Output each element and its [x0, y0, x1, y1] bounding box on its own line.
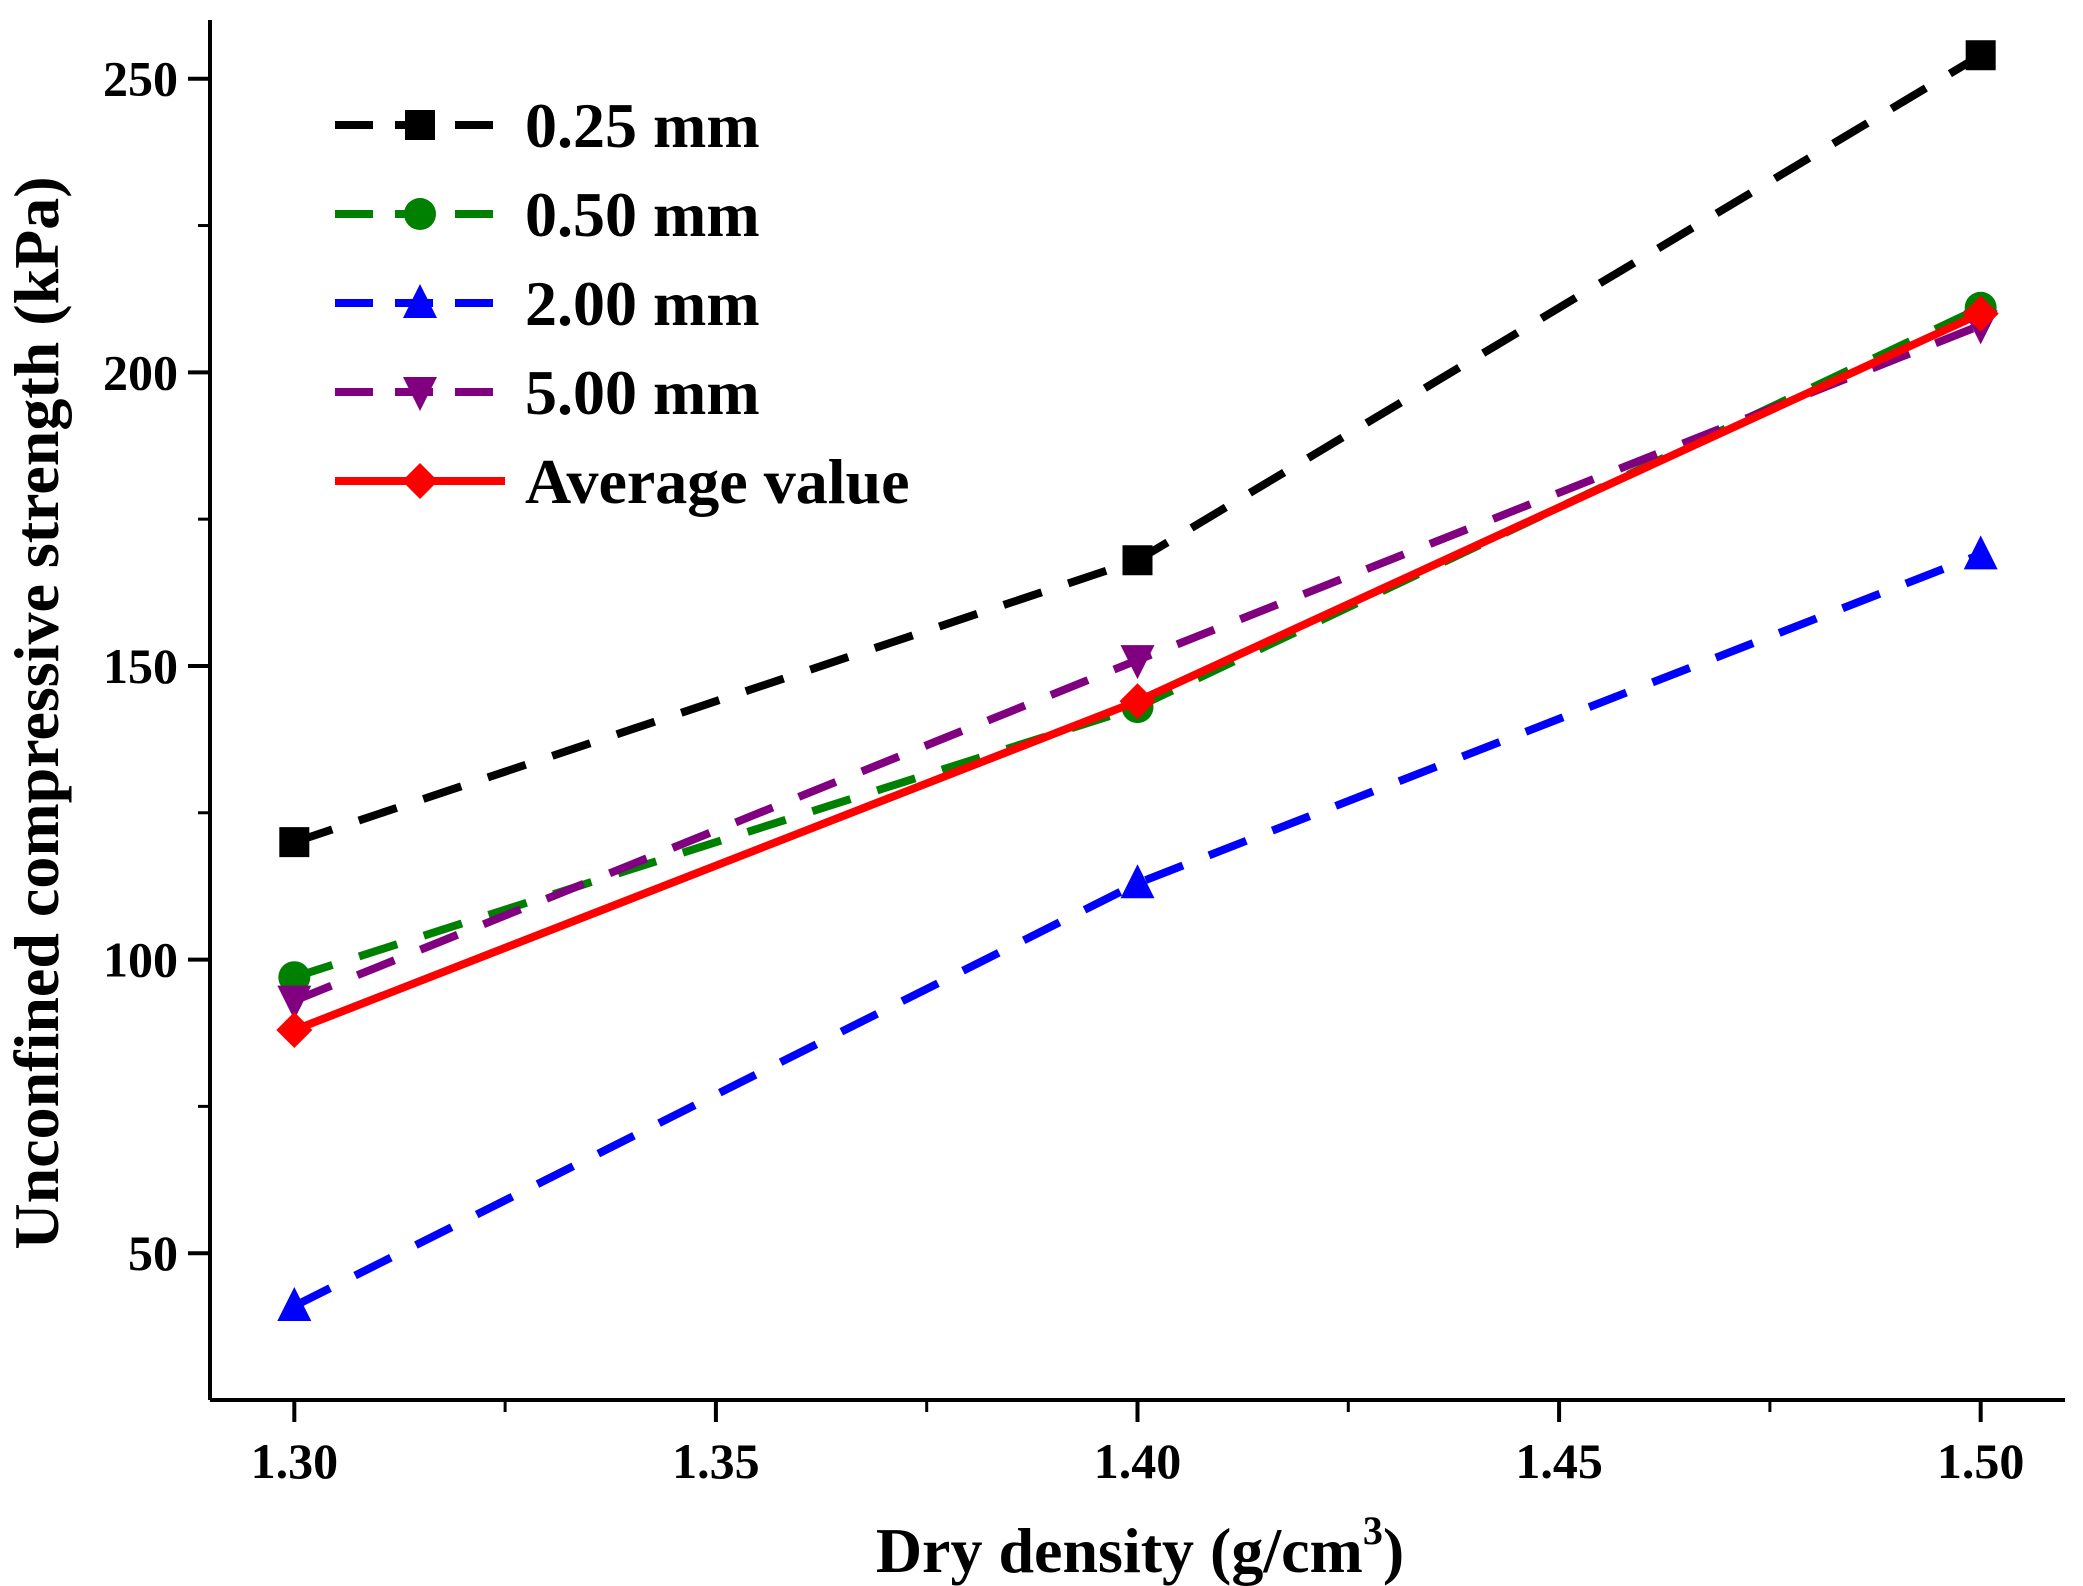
x-axis-title: Dry density (g/cm3)	[876, 1508, 1404, 1586]
x-axis-title-text: Dry density (g/cm	[876, 1515, 1363, 1586]
legend-label: Average value	[525, 446, 909, 517]
x-tick-label: 1.35	[672, 1433, 760, 1489]
data-point	[277, 1287, 312, 1322]
data-point	[278, 961, 311, 994]
legend-item: 2.00 mm	[335, 268, 760, 339]
legend-item: Average value	[335, 446, 909, 517]
y-tick-label: 250	[103, 51, 178, 107]
series-2	[277, 535, 1998, 1322]
legend-label: 0.50 mm	[525, 179, 760, 250]
data-point	[1963, 535, 1998, 570]
legend-marker	[403, 284, 437, 318]
legend-marker	[403, 377, 437, 411]
x-tick-label: 1.50	[1937, 1433, 2025, 1489]
y-tick-label: 100	[103, 932, 178, 988]
x-tick-label: 1.30	[251, 1433, 339, 1489]
legend-item: 0.25 mm	[335, 90, 760, 161]
legend-item: 0.50 mm	[335, 179, 760, 250]
legend-item: 5.00 mm	[335, 357, 760, 428]
legend-label: 5.00 mm	[525, 357, 760, 428]
series-layer	[276, 40, 1999, 1322]
y-tick-label: 50	[128, 1225, 178, 1281]
data-point	[279, 827, 310, 858]
y-tick-label: 150	[103, 638, 178, 694]
legend: 0.25 mm 0.50 mm 2.00 mm 5.00 mm Average valu…	[335, 90, 909, 517]
legend-label: 0.25 mm	[525, 90, 760, 161]
x-tick-label: 1.45	[1515, 1433, 1603, 1489]
x-axis-title-suffix: )	[1383, 1515, 1404, 1586]
data-point	[1120, 864, 1155, 899]
x-tick-label: 1.40	[1094, 1433, 1182, 1489]
series-4	[276, 295, 1999, 1049]
legend-marker	[405, 110, 435, 140]
data-point	[1962, 295, 1999, 332]
data-point	[277, 985, 312, 1020]
legend-marker	[404, 198, 436, 230]
y-tick-label: 200	[103, 344, 178, 400]
series-0	[279, 40, 1996, 858]
data-point	[1122, 545, 1153, 576]
data-point	[1119, 683, 1156, 720]
x-axis-title-superscript: 3	[1363, 1508, 1383, 1553]
data-point	[1965, 40, 1996, 71]
data-point	[276, 1012, 313, 1049]
data-point	[1120, 645, 1155, 680]
y-axis-title: Unconfined compressive strength (kPa)	[1, 176, 72, 1249]
legend-label: 2.00 mm	[525, 268, 760, 339]
axes: 1.30 1.35 1.40 1.45 1.50 50 100 150 200 250	[103, 20, 2065, 1489]
legend-marker	[402, 463, 438, 499]
